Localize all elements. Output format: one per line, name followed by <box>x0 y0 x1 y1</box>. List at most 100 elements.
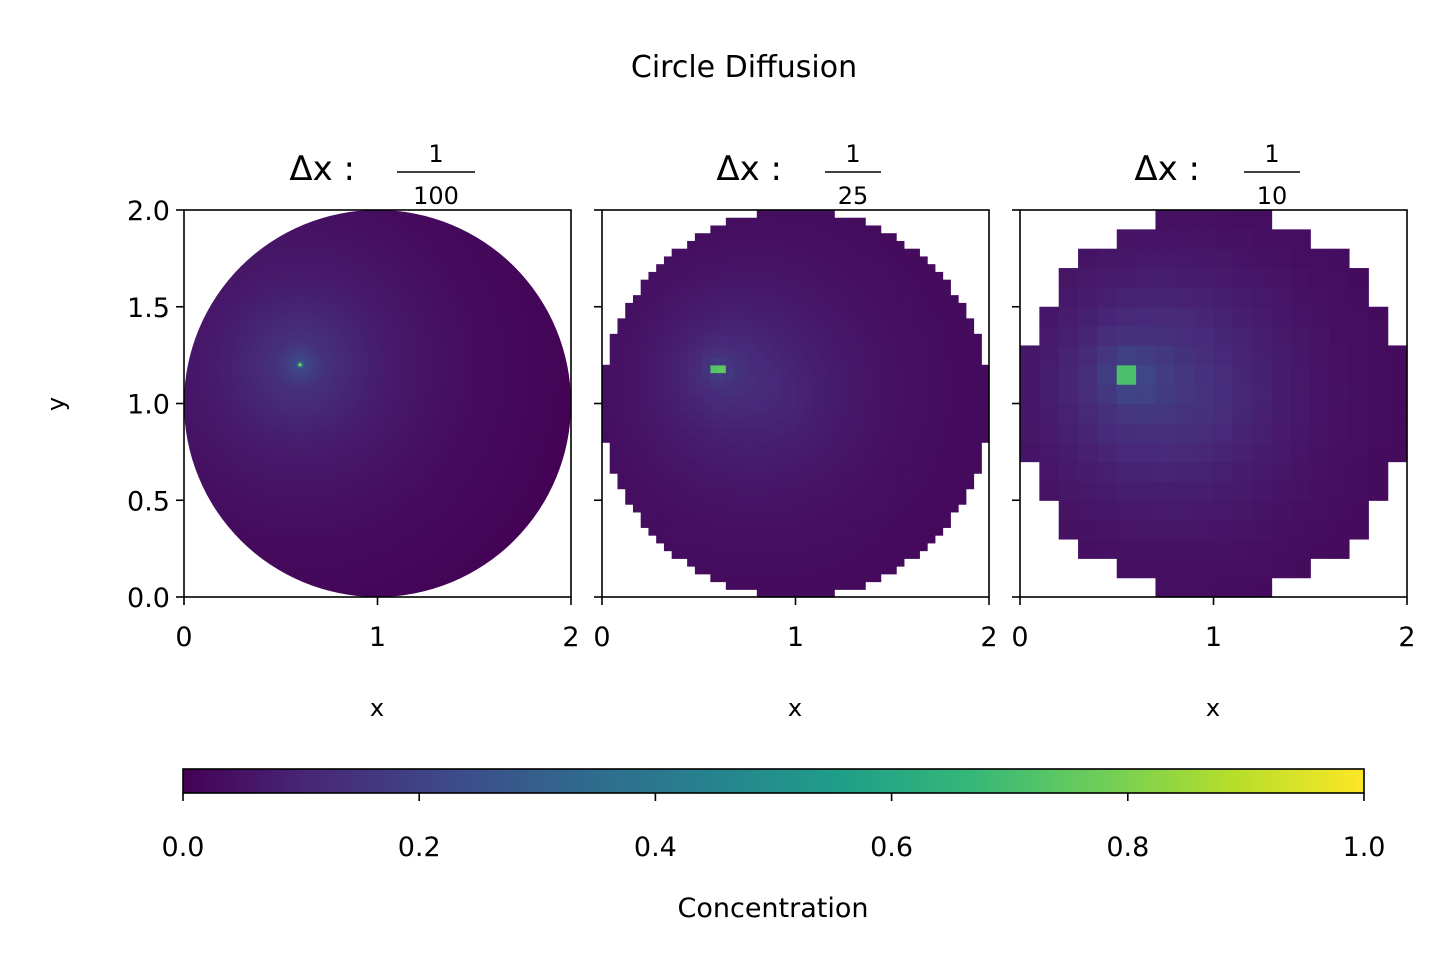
heatmap-cell <box>872 465 882 474</box>
heatmap-cell <box>1232 326 1253 347</box>
heatmap-cell <box>872 434 882 443</box>
heatmap-cell <box>656 364 665 374</box>
heatmap-cell <box>865 488 874 497</box>
heatmap-cell <box>702 395 711 405</box>
heatmap-cell <box>1155 364 1176 385</box>
heatmap-cell <box>787 210 797 219</box>
heatmap-cell <box>818 527 828 536</box>
heatmap-cell <box>1136 229 1157 250</box>
heatmap-cell <box>834 271 843 281</box>
heatmap-cell <box>756 542 766 552</box>
heatmap-cell <box>795 589 804 598</box>
heatmap-cell <box>911 318 920 327</box>
heatmap-cell <box>841 550 851 559</box>
heatmap-cell <box>818 511 828 521</box>
heatmap-cell <box>849 233 859 242</box>
heatmap-cell <box>865 449 874 459</box>
heatmap-cell <box>1155 558 1176 579</box>
heatmap-cell <box>656 357 665 366</box>
heatmap-cell <box>1310 519 1331 540</box>
heatmap-cell <box>756 535 766 544</box>
heatmap-cell <box>671 279 680 288</box>
heatmap-cell <box>865 388 874 397</box>
heatmap-cell <box>733 318 742 327</box>
heatmap-cell <box>880 542 889 552</box>
heatmap-cell <box>687 380 696 389</box>
heatmap-cell <box>950 333 959 343</box>
heatmap-cell <box>841 511 851 521</box>
y-axis-ticks <box>1012 209 1020 598</box>
heatmap-cell <box>702 388 711 397</box>
heatmap-cell <box>725 480 735 490</box>
heatmap-cell <box>656 511 665 521</box>
heatmap-cell <box>880 403 889 412</box>
heatmap-cell <box>725 581 735 590</box>
heatmap-cell <box>857 279 866 288</box>
y-tick-label: 1.5 <box>127 293 170 324</box>
heatmap-cell <box>934 295 944 304</box>
heatmap-cell <box>1058 519 1079 540</box>
heatmap-cell <box>857 395 866 405</box>
heatmap-cell <box>718 488 727 497</box>
heatmap-cell <box>1097 287 1118 308</box>
heatmap-cell <box>602 426 611 436</box>
heatmap-cell <box>749 287 758 296</box>
panel-title-numerator: 1 <box>428 140 443 168</box>
heatmap-cell <box>841 488 851 497</box>
heatmap-cell <box>632 411 642 420</box>
heatmap-cell <box>942 310 951 319</box>
heatmap-cell <box>896 357 905 366</box>
heatmap-cell <box>849 411 859 420</box>
heatmap-cell <box>795 364 804 374</box>
heatmap-cell <box>834 542 843 552</box>
heatmap-cell <box>702 465 711 474</box>
heatmap-cell <box>919 457 928 467</box>
heatmap-cell <box>888 519 897 528</box>
heatmap-cell <box>810 341 820 350</box>
heatmap-cell <box>640 457 650 467</box>
heatmap-cell <box>702 341 711 350</box>
heatmap-cell <box>617 442 626 451</box>
heatmap-cell <box>934 511 944 521</box>
heatmap-cell <box>834 333 843 343</box>
heatmap-cell <box>741 473 750 482</box>
heatmap-cell <box>803 403 812 412</box>
heatmap-cell <box>694 488 704 497</box>
heatmap-cell <box>625 318 634 327</box>
heatmap-cell <box>1194 480 1215 501</box>
heatmap-cell <box>632 333 642 343</box>
heatmap-cell <box>826 333 835 343</box>
heatmap-cell <box>1213 461 1234 482</box>
heatmap-cell <box>849 240 859 250</box>
heatmap-cell <box>903 504 913 513</box>
heatmap-cell <box>903 326 913 335</box>
heatmap-cell <box>679 403 688 412</box>
heatmap-cell <box>1232 364 1253 385</box>
heatmap-cell <box>880 449 889 459</box>
heatmap-cell <box>656 527 665 536</box>
heatmap-cell <box>718 519 727 528</box>
heatmap-cell <box>702 473 711 482</box>
heatmap-cell <box>834 380 843 389</box>
heatmap-cell <box>958 364 967 374</box>
heatmap-cell <box>857 434 866 443</box>
heatmap-cell <box>1290 538 1311 559</box>
heatmap-cell <box>1329 268 1350 288</box>
heatmap-cell <box>826 403 835 412</box>
heatmap-cell <box>1290 345 1311 366</box>
heatmap-cell <box>903 473 913 482</box>
heatmap-cell <box>756 496 766 505</box>
heatmap-cell <box>919 357 928 366</box>
heatmap-cell <box>772 488 781 497</box>
heatmap-cell <box>741 326 750 335</box>
heatmap-cell <box>609 434 619 443</box>
heatmap-cell <box>795 473 804 482</box>
heatmap-cell <box>741 310 750 319</box>
heatmap-cell <box>1039 364 1060 385</box>
heatmap-cell <box>911 349 920 358</box>
heatmap-cell <box>741 271 750 281</box>
heatmap-cell <box>772 473 781 482</box>
heatmap-cell <box>927 395 936 405</box>
heatmap-cell <box>1232 229 1253 250</box>
heatmap-cell <box>1329 519 1350 540</box>
